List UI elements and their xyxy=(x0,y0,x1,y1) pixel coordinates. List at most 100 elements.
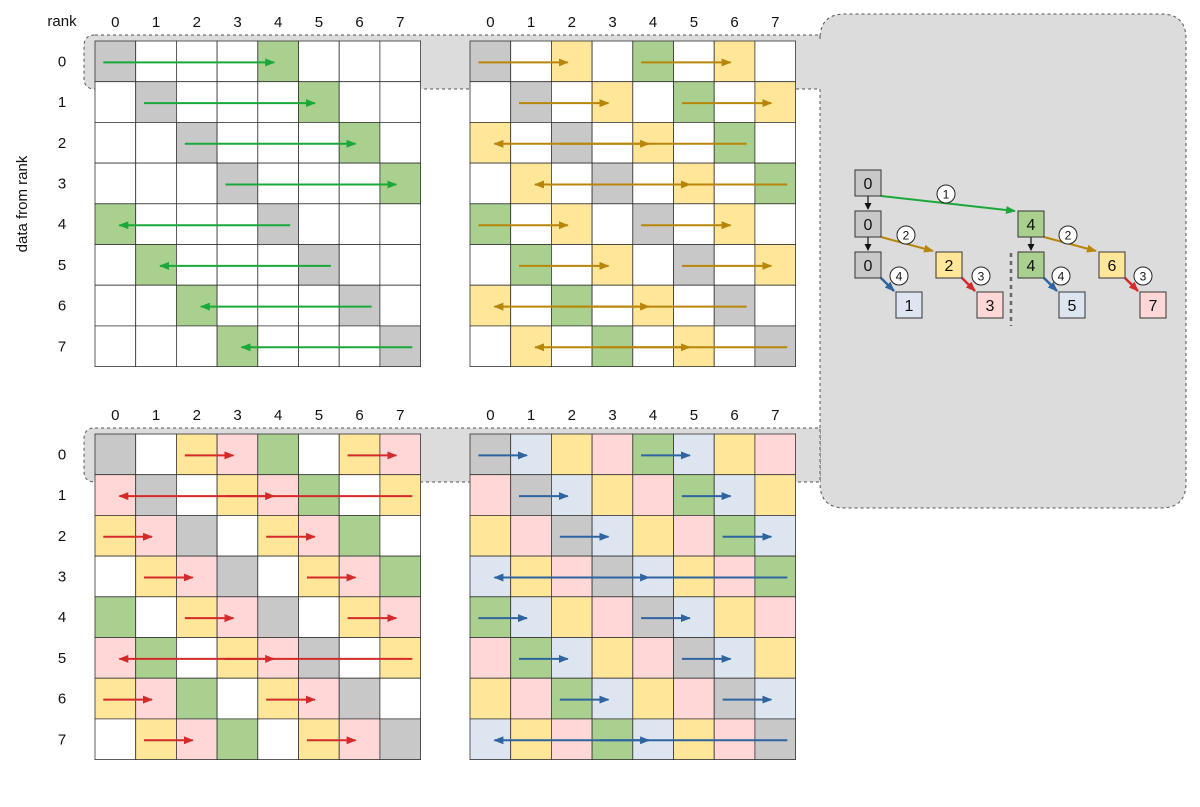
row-rank-label: 6 xyxy=(58,691,66,708)
grid-cell xyxy=(175,515,218,557)
grid-cell xyxy=(713,433,756,476)
grid-cell xyxy=(591,244,634,286)
tree-edge xyxy=(1124,277,1139,292)
grid-cell xyxy=(338,677,381,720)
col-rank-label: 4 xyxy=(649,407,657,424)
grid-cell xyxy=(713,677,756,720)
grid-cell xyxy=(713,203,756,245)
grid-cell xyxy=(551,162,593,205)
col-rank-label: 7 xyxy=(396,407,404,424)
grid-cell xyxy=(257,515,299,557)
grid-cell xyxy=(673,284,715,327)
grid-cell xyxy=(175,203,218,245)
grid-cell xyxy=(216,474,259,516)
grid-cell xyxy=(754,637,797,679)
grid-cell xyxy=(469,555,512,598)
grid-cell xyxy=(754,122,797,164)
grid-cell xyxy=(298,515,340,557)
grids-layer: 0 1 2 3 4 5 6 7 0 1 2 3 4 5 6 7 0 1 2 3 4 5 6 7 0 1 2 3 4 5 6 7 0 1 2 3 4 5 6 7… xyxy=(58,14,797,761)
grid-cell xyxy=(713,162,756,205)
grid-cell xyxy=(673,718,715,761)
tree-node-rank-7 xyxy=(1139,291,1167,319)
grid-cell xyxy=(713,244,756,286)
grid-cell xyxy=(338,555,381,598)
grid-cell xyxy=(754,40,797,83)
grid-cell xyxy=(632,474,674,516)
grid-cell xyxy=(94,40,137,83)
col-rank-label: 6 xyxy=(730,14,738,31)
grid-cell xyxy=(510,515,552,557)
grid-cell xyxy=(591,515,634,557)
tree-node-rank-0 xyxy=(854,210,882,238)
step-badge-label: 1 xyxy=(943,188,950,202)
grid-cell xyxy=(551,637,593,679)
grid-cell xyxy=(379,203,421,245)
grid-cell xyxy=(257,474,299,516)
grid-cell xyxy=(175,677,218,720)
grid-cell xyxy=(591,203,634,245)
grid-cell xyxy=(175,474,218,516)
row-rank-label: 3 xyxy=(58,569,66,586)
grid-cell xyxy=(216,555,259,598)
grid-cell xyxy=(754,515,797,557)
row-rank-label: 6 xyxy=(58,298,66,315)
tree-node-label: 6 xyxy=(1108,258,1117,275)
grid-cell xyxy=(754,433,797,476)
grid-cell xyxy=(216,284,259,327)
tree-node-label: 3 xyxy=(986,298,995,315)
grid-cell xyxy=(298,325,340,367)
grid-cell xyxy=(94,474,137,516)
grid-cell xyxy=(379,718,421,761)
grid-cell xyxy=(591,637,634,679)
grid-cell xyxy=(551,81,593,123)
grid-cell xyxy=(338,515,381,557)
grid-cell xyxy=(94,677,137,720)
grid-cell xyxy=(257,203,299,245)
col-rank-label: 3 xyxy=(233,14,241,31)
col-rank-label: 2 xyxy=(193,14,201,31)
col-rank-label: 5 xyxy=(315,14,323,31)
grid-cell xyxy=(591,81,634,123)
grid-cell xyxy=(713,81,756,123)
grid-cell xyxy=(469,284,512,327)
grid-cell xyxy=(632,40,674,83)
grid-cell xyxy=(135,162,177,205)
grid-cell xyxy=(175,637,218,679)
tree-edge xyxy=(961,277,976,292)
grid-cell xyxy=(94,718,137,761)
grid-cell xyxy=(673,244,715,286)
grid-cell xyxy=(338,244,381,286)
grid-cell xyxy=(713,637,756,679)
grid-cell xyxy=(94,515,137,557)
grid-cell xyxy=(510,244,552,286)
grid-cell xyxy=(379,433,421,476)
grid-cell xyxy=(632,637,674,679)
grid-cell xyxy=(216,515,259,557)
grid-cell xyxy=(135,555,177,598)
grid-cell xyxy=(551,284,593,327)
grid-cell xyxy=(551,677,593,720)
grid-cell xyxy=(713,474,756,516)
grid-cell xyxy=(175,162,218,205)
grid-step2: 0 1 2 3 4 5 6 7 xyxy=(469,14,797,367)
grid-cell xyxy=(338,325,381,367)
grid-cell xyxy=(216,81,259,123)
grid-cell xyxy=(298,433,340,476)
grid-cell xyxy=(135,596,177,638)
tree-node-rank-0 xyxy=(854,251,882,279)
grid-cell xyxy=(469,474,512,516)
row-rank-label: 3 xyxy=(58,176,66,193)
grid-cell xyxy=(591,718,634,761)
grid-cell xyxy=(298,474,340,516)
grid-cell xyxy=(632,325,674,367)
grid-cell xyxy=(673,81,715,123)
grid-cell xyxy=(713,122,756,164)
col-rank-label: 0 xyxy=(111,407,119,424)
grid-cell xyxy=(379,162,421,205)
grid-cell xyxy=(632,162,674,205)
grid-cell xyxy=(673,474,715,516)
grid-cell xyxy=(632,677,674,720)
grid-cell xyxy=(298,637,340,679)
grid-cell xyxy=(216,203,259,245)
